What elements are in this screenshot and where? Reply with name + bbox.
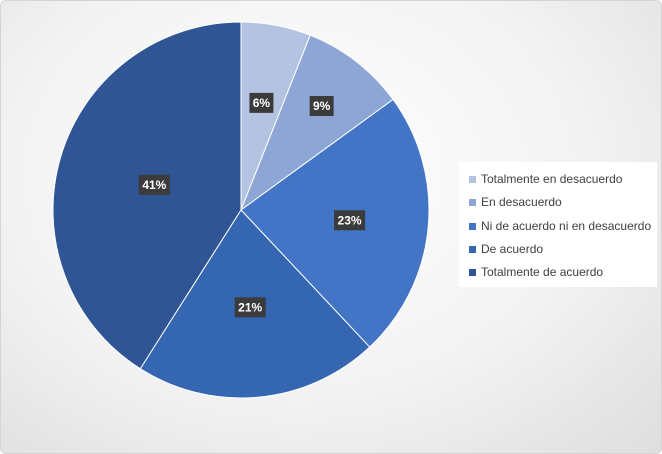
legend-swatch: [469, 175, 476, 183]
legend-swatch: [469, 198, 476, 206]
legend-label: De acuerdo: [481, 242, 544, 256]
data-label-5: 41%: [138, 174, 170, 195]
legend-label: En desacuerdo: [481, 195, 562, 209]
data-label-box: [234, 297, 266, 318]
pie-slice-2: [239, 34, 394, 212]
pie-slice-5: [52, 21, 242, 370]
legend-swatch: [469, 268, 476, 276]
data-label-1: 6%: [249, 92, 274, 113]
legend-label: Totalmente de acuerdo: [481, 265, 604, 279]
legend-label: Totalmente en desacuerdo: [481, 172, 623, 186]
legend-item-totalmente-de-acuerdo: Totalmente de acuerdo: [469, 263, 603, 281]
data-label-box: [334, 210, 366, 231]
chart-legend: Totalmente en desacuerdo En desacuerdo N…: [459, 162, 657, 287]
data-label-box: [309, 96, 334, 117]
data-label-text: 6%: [253, 96, 271, 110]
pie-slices: [52, 21, 430, 399]
legend-item-en-desacuerdo: En desacuerdo: [469, 193, 562, 211]
data-label-box: [249, 92, 274, 113]
legend-swatch: [469, 222, 476, 230]
data-labels: 6% 9% 23% 21% 41%: [138, 92, 366, 318]
data-label-text: 21%: [238, 300, 262, 314]
legend-swatch: [469, 245, 476, 253]
legend-item-ni-de-acuerdo-ni-en-desacuerdo: Ni de acuerdo ni en desacuerdo: [469, 217, 651, 235]
data-label-box: [138, 174, 170, 195]
data-label-text: 9%: [313, 99, 331, 113]
data-label-text: 23%: [338, 213, 362, 227]
data-label-text: 41%: [142, 178, 166, 192]
data-label-4: 21%: [234, 297, 266, 318]
data-label-2: 9%: [309, 96, 334, 117]
data-label-3: 23%: [334, 210, 366, 231]
legend-item-totalmente-en-desacuerdo: Totalmente en desacuerdo: [469, 170, 622, 188]
legend-item-de-acuerdo: De acuerdo: [469, 240, 543, 258]
legend-label: Ni de acuerdo ni en desacuerdo: [481, 219, 652, 233]
